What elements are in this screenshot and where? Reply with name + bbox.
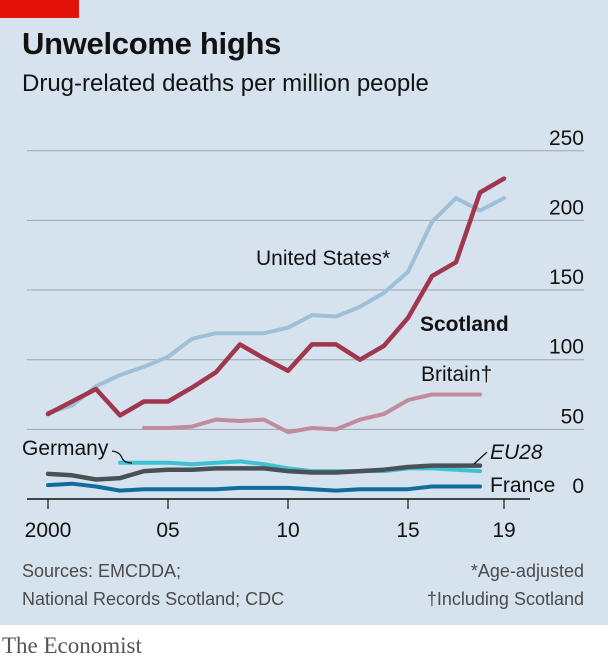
label-germany: Germany xyxy=(22,437,109,460)
footnotes: *Age-adjusted †Including Scotland xyxy=(427,557,584,613)
y-tick-label-250: 250 xyxy=(549,127,584,150)
x-tick-label-10: 10 xyxy=(276,519,299,542)
line-chart: 250 200 150 100 50 0 2000 05 10 15 19 United States… xyxy=(22,127,584,542)
leader-line-eu28 xyxy=(473,451,488,465)
x-tick-label-15: 15 xyxy=(396,519,419,542)
x-tick-label-2000: 2000 xyxy=(25,519,72,542)
series-line-scotland xyxy=(45,176,507,418)
series-line-eu28 xyxy=(45,463,483,482)
source-note: Sources: EMCDDA; National Records Scotla… xyxy=(22,557,284,613)
footnote-including-scotland: †Including Scotland xyxy=(426,589,584,609)
leader-line-germany xyxy=(111,450,133,464)
chart-panel xyxy=(0,0,608,625)
y-tick-label-200: 200 xyxy=(549,196,584,219)
label-scotland: Scotland xyxy=(420,313,509,336)
brand-red-tag xyxy=(0,0,79,18)
x-tick-label-05: 05 xyxy=(156,519,179,542)
label-britain: Britain† xyxy=(421,363,492,386)
series-line-united-states xyxy=(46,196,506,415)
series-line-france xyxy=(46,481,482,493)
economist-logo-text: The Economist xyxy=(2,633,142,658)
y-tick-label-50: 50 xyxy=(561,405,584,428)
source-line-1: Sources: EMCDDA; xyxy=(22,561,182,581)
label-france: France xyxy=(490,474,555,497)
y-tick-label-150: 150 xyxy=(549,266,584,289)
source-line-2: National Records Scotland; CDC xyxy=(22,589,285,609)
label-united-states: United States* xyxy=(256,247,390,270)
x-tick-label-19: 19 xyxy=(492,519,515,542)
series-line-britain xyxy=(142,392,482,435)
chart-title: Unwelcome highs xyxy=(22,26,282,61)
label-eu28: EU28 xyxy=(490,441,543,464)
footnote-age-adjusted: *Age-adjusted xyxy=(470,561,584,581)
y-tick-label-100: 100 xyxy=(549,336,584,359)
chart-subtitle: Drug-related deaths per million people xyxy=(22,70,429,97)
y-tick-label-0: 0 xyxy=(572,475,584,498)
